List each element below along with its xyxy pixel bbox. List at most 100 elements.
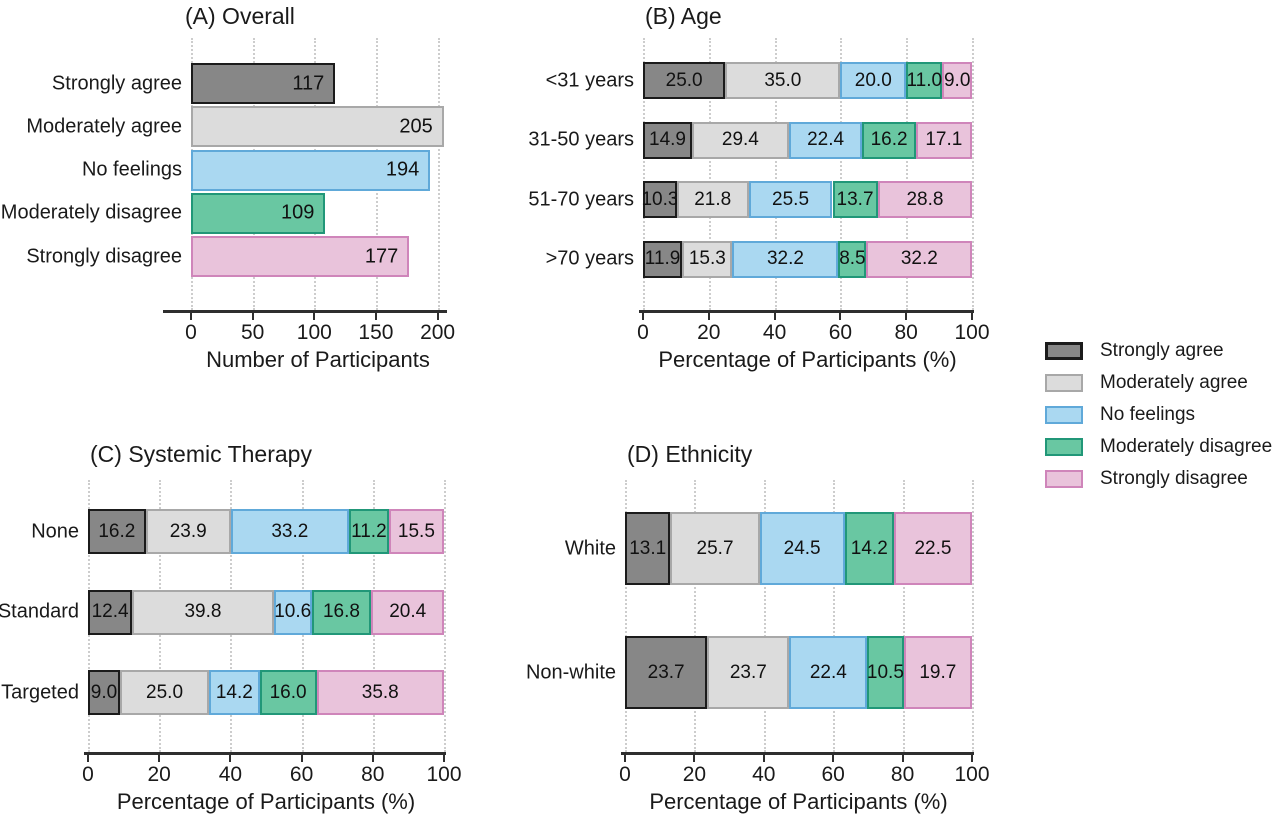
bar-segment-value-label: 14.2	[215, 681, 253, 703]
bar-segment: 20.4	[371, 589, 444, 635]
bar-segment: 10.6	[273, 589, 312, 635]
axis-tick	[707, 312, 710, 320]
bar-segment: 32.2	[866, 240, 973, 278]
bar-segment: 15.3	[682, 240, 733, 278]
bar-segment: 16.0	[259, 670, 317, 715]
bar-segment: 13.1	[625, 512, 671, 585]
bar-segment: 23.9	[145, 509, 231, 554]
legend-label: Moderately agree	[1100, 372, 1248, 393]
axis-tick-label: 60	[821, 763, 845, 786]
legend: Strongly agree Moderately agree No feeling…	[1045, 335, 1272, 495]
bar-segment-value-label: 22.4	[809, 661, 847, 683]
panel-d-title: (D) Ethnicity	[627, 441, 753, 467]
bar-segment: 17.1	[915, 121, 972, 159]
axis-tick	[642, 312, 644, 320]
bar-segment: 11.0	[906, 62, 943, 99]
bar-segment-value-label: 32.2	[900, 248, 938, 269]
axis-tick	[158, 754, 161, 762]
axis-tick-label: 20	[147, 763, 171, 786]
category-label: No feelings	[81, 158, 182, 181]
gridline	[906, 38, 909, 310]
axis-tick	[229, 754, 232, 762]
gridline	[972, 38, 974, 310]
axis-tick-label: 150	[358, 321, 394, 344]
gridline	[708, 38, 711, 310]
plot-area-ethnicity: 0 20 40 60 80 100 13.1 25.7 24.5 14.2 22.5 23.7 23.7…	[619, 478, 990, 786]
bar-segment-value-label: 33.2	[271, 520, 309, 542]
bar-segment: 16.2	[862, 121, 916, 159]
axis-tick-label: 20	[682, 763, 707, 786]
x-axis-line	[84, 752, 446, 755]
axis-tick-label: 100	[954, 763, 990, 786]
bar-segment-value-label: 16.2	[870, 129, 908, 150]
bar-segment: 24.5	[759, 512, 845, 585]
gridline	[972, 480, 974, 752]
legend-label: Strongly disagree	[1100, 468, 1248, 489]
bar-segment: 28.8	[877, 181, 973, 218]
x-axis-line	[639, 310, 974, 313]
bar: 177	[191, 236, 410, 278]
bar: 194	[191, 149, 431, 191]
bar-segment-value-label: 21.8	[694, 188, 732, 210]
legend-item: Moderately agree	[1045, 367, 1272, 399]
axis-tick	[251, 312, 254, 320]
bar: 117	[191, 63, 336, 104]
bar-segment-value-label: 16.0	[269, 681, 307, 703]
gridline	[437, 38, 440, 310]
category-label: >70 years	[545, 247, 634, 270]
bar-segment-value-label: 25.0	[146, 681, 184, 703]
legend-item: Strongly agree	[1045, 335, 1272, 367]
axis-tick-label: 80	[894, 321, 918, 344]
axis-tick	[693, 754, 696, 762]
gridline	[643, 38, 645, 310]
bar-segment: 9.0	[88, 670, 121, 715]
plot-area-systemic-therapy: 0 20 40 60 80 100 16.2 23.9 33.2 11.2 15.5 12.4 39.8…	[82, 478, 462, 786]
bar-segment: 25.5	[748, 181, 833, 218]
category-label: Targeted	[1, 681, 79, 703]
axis-tick	[436, 312, 439, 320]
legend-swatch	[1045, 438, 1083, 456]
axis-tick	[832, 754, 835, 762]
bar-segment-value-label: 15.3	[688, 248, 726, 269]
bar-segment: 29.4	[692, 121, 789, 159]
gridline	[763, 480, 766, 752]
bar-segment: 11.9	[643, 240, 683, 278]
axis-tick	[971, 312, 973, 320]
bar-segment: 33.2	[230, 509, 349, 554]
category-label: 51-70 years	[528, 188, 634, 210]
bar-segment: 32.2	[732, 240, 839, 278]
bar-segment: 14.2	[209, 670, 260, 715]
bar-segment-value-label: 39.8	[184, 601, 222, 622]
bar-segment: 25.0	[120, 670, 210, 715]
axis-tick-label: 80	[890, 763, 915, 786]
axis-tick-label: 0	[185, 321, 197, 344]
bar: 109	[191, 192, 326, 234]
legend-swatch	[1045, 342, 1083, 360]
x-axis-title-systemic-therapy: Percentage of Participants (%)	[116, 789, 416, 814]
bar-segment-value-label: 10.5	[866, 661, 904, 683]
bar-segment-value-label: 14.9	[649, 129, 686, 150]
bar-segment-value-label: 22.5	[914, 537, 952, 559]
bar-segment-value-label: 14.2	[850, 537, 888, 559]
bar-segment: 35.8	[316, 670, 444, 715]
legend-item: Moderately disagree	[1045, 431, 1272, 463]
bar-segment-value-label: 17.1	[925, 129, 963, 150]
axis-tick-label: 60	[828, 321, 853, 344]
bar-segment: 23.7	[625, 636, 708, 709]
gridline	[833, 480, 836, 752]
bar-segment-value-label: 13.1	[629, 537, 667, 559]
category-label: Moderately disagree	[0, 201, 182, 224]
axis-tick	[443, 754, 445, 762]
axis-tick-label: 40	[218, 763, 243, 786]
bar-segment-value-label: 19.7	[919, 661, 957, 683]
axis-tick-label: 200	[420, 321, 456, 344]
bar-segment: 10.3	[641, 181, 678, 218]
bar-segment: 39.8	[132, 589, 274, 635]
axis-tick	[87, 754, 89, 762]
bar-segment: 16.2	[88, 509, 146, 554]
legend-label: Strongly agree	[1100, 340, 1224, 361]
bar-segment-value-label: 22.4	[807, 129, 845, 150]
category-label: Moderately agree	[26, 115, 182, 138]
category-label: Strongly disagree	[26, 245, 182, 268]
bar-segment: 35.0	[725, 62, 841, 99]
